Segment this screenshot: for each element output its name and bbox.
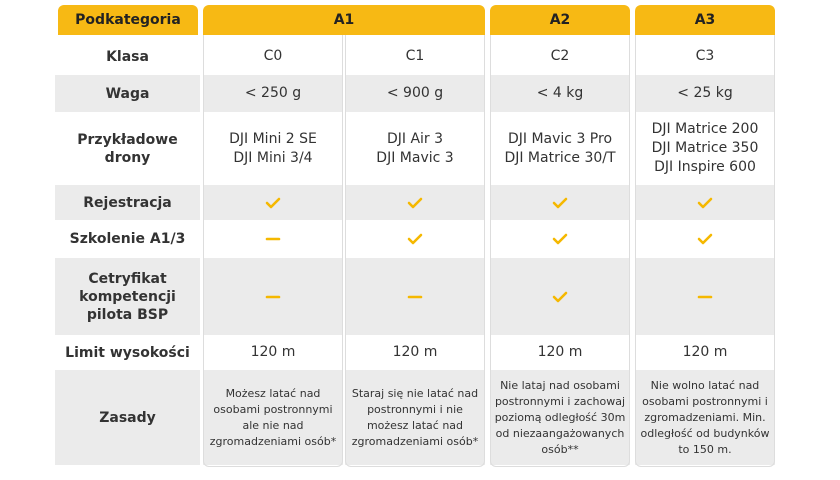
column-frame <box>635 35 775 467</box>
icon <box>697 295 713 298</box>
row-background <box>55 185 775 220</box>
row-background <box>55 75 775 112</box>
cell: C1 <box>405 48 425 64</box>
dash-icon <box>635 258 775 335</box>
check-icon <box>635 185 775 220</box>
header-cell: A2 <box>490 5 630 35</box>
cell: < 4 kg <box>536 85 584 101</box>
cell: < 25 kg <box>677 85 733 101</box>
icon <box>265 295 281 298</box>
cell: Staraj się nie latać nad postronnymi i n… <box>351 386 479 448</box>
check-icon <box>490 220 630 258</box>
cell: DJI Mini 2 SE DJI Mini 3/4 <box>229 130 317 166</box>
cell: < 900 g <box>386 85 444 101</box>
cell: Możesz latać nad osobami postronnymi ale… <box>209 386 337 448</box>
column-gap <box>630 38 635 465</box>
icon <box>552 197 568 208</box>
column-frame <box>490 35 630 467</box>
column-gap <box>343 38 345 465</box>
cell: C2 <box>550 48 570 64</box>
check-icon <box>203 185 343 220</box>
dash-icon <box>203 220 343 258</box>
check-icon <box>345 185 485 220</box>
cell: Nie lataj nad osobami postronnymi i zach… <box>494 378 626 456</box>
icon <box>552 291 568 302</box>
row-label: Cetryfikat kompetencji pilota BSP <box>79 270 176 323</box>
cell: 120 m <box>250 344 296 360</box>
cell: < 250 g <box>244 85 302 101</box>
row-label: Szkolenie A1/3 <box>69 231 186 247</box>
cell: C3 <box>695 48 715 64</box>
row-label: Zasady <box>99 409 156 426</box>
row-background <box>55 370 775 465</box>
column-gap <box>485 38 490 465</box>
icon <box>265 237 281 241</box>
icon <box>552 233 568 245</box>
cell: DJI Air 3 DJI Mavic 3 <box>376 130 454 166</box>
row-label: Przykładowe drony <box>77 131 178 166</box>
column-frame <box>345 35 485 467</box>
dash-icon <box>345 258 485 335</box>
header-cell: A1 <box>203 5 485 35</box>
row-label: Rejestracja <box>83 194 172 211</box>
check-icon <box>635 220 775 258</box>
cell: DJI Matrice 200 DJI Matrice 350 DJI Insp… <box>651 121 759 175</box>
cell: 120 m <box>392 344 438 360</box>
icon <box>407 233 423 245</box>
icon <box>697 233 713 245</box>
row-label: Klasa <box>106 48 149 65</box>
column-frame <box>203 35 343 467</box>
header-cell: Podkategoria <box>58 5 198 35</box>
icon <box>407 197 423 208</box>
cell: DJI Mavic 3 Pro DJI Matrice 30/T <box>504 130 616 166</box>
column-gap <box>200 38 203 465</box>
icon <box>407 295 423 298</box>
check-icon <box>345 220 485 258</box>
dash-icon <box>203 258 343 335</box>
icon <box>697 197 713 208</box>
check-icon <box>490 185 630 220</box>
cell: C0 <box>263 48 283 64</box>
row-label: Limit wysokości <box>65 344 190 361</box>
row-label: Waga <box>105 85 150 102</box>
check-icon <box>490 258 630 335</box>
cell: 120 m <box>537 344 583 360</box>
header-cell: A3 <box>635 5 775 35</box>
cell: Nie wolno latać nad osobami postronnymi … <box>640 378 770 456</box>
icon <box>265 197 281 208</box>
cell: 120 m <box>682 344 728 360</box>
